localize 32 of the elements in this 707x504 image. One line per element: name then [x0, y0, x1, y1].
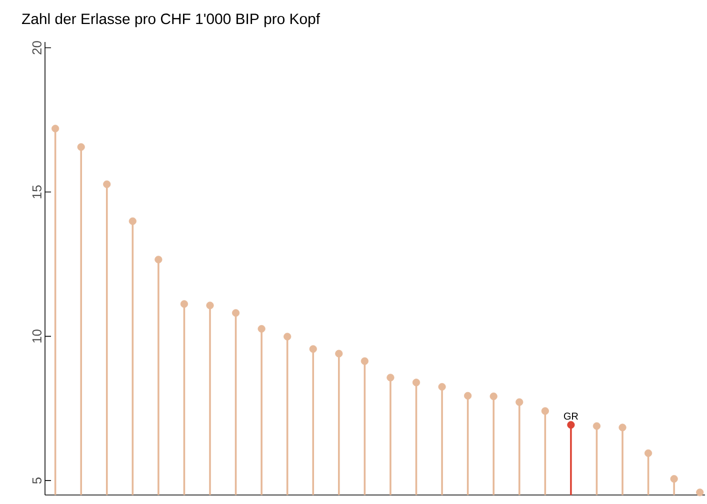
point	[103, 180, 111, 188]
point	[541, 407, 549, 415]
y-tick-label: 20	[32, 41, 42, 54]
point	[618, 424, 626, 432]
point	[154, 256, 162, 264]
point	[438, 383, 446, 391]
point	[412, 378, 420, 386]
point	[52, 124, 60, 132]
point	[696, 488, 704, 496]
point	[232, 309, 240, 317]
point	[644, 449, 652, 457]
point	[464, 392, 472, 400]
point	[180, 300, 188, 308]
point	[670, 475, 678, 483]
point	[592, 422, 601, 430]
point	[335, 350, 343, 358]
y-tick-label: 15	[32, 185, 42, 198]
point	[490, 392, 498, 400]
point	[258, 325, 266, 333]
y-tick-label: 10	[32, 330, 42, 343]
point	[309, 345, 317, 353]
point	[284, 332, 292, 340]
point	[386, 374, 394, 382]
point	[206, 302, 214, 310]
chart-title: Zahl der Erlasse pro CHF 1'000 BIP pro Kopf	[22, 13, 320, 28]
annotation: GR	[564, 412, 578, 420]
point	[128, 217, 136, 225]
point	[516, 398, 524, 406]
point	[567, 421, 575, 429]
point	[77, 143, 85, 151]
point	[360, 357, 368, 365]
y-tick-label: 5	[32, 478, 42, 484]
